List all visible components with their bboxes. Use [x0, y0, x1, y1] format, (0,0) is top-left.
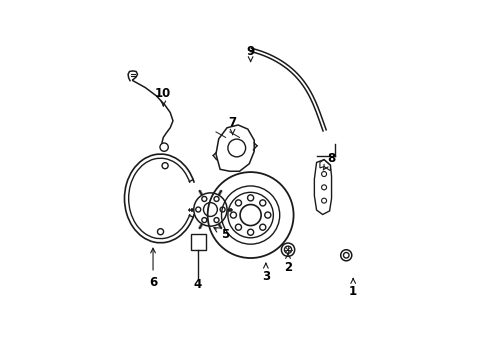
Text: 8: 8	[323, 152, 334, 170]
Text: 2: 2	[284, 254, 291, 274]
Bar	[191, 234, 206, 250]
Text: 7: 7	[228, 116, 236, 134]
Text: 4: 4	[193, 278, 202, 291]
Text: 6: 6	[149, 248, 157, 289]
Text: 5: 5	[213, 228, 229, 241]
Text: 9: 9	[246, 45, 254, 62]
Text: 3: 3	[261, 263, 269, 283]
Text: 10: 10	[155, 87, 171, 106]
Text: 1: 1	[348, 279, 357, 298]
